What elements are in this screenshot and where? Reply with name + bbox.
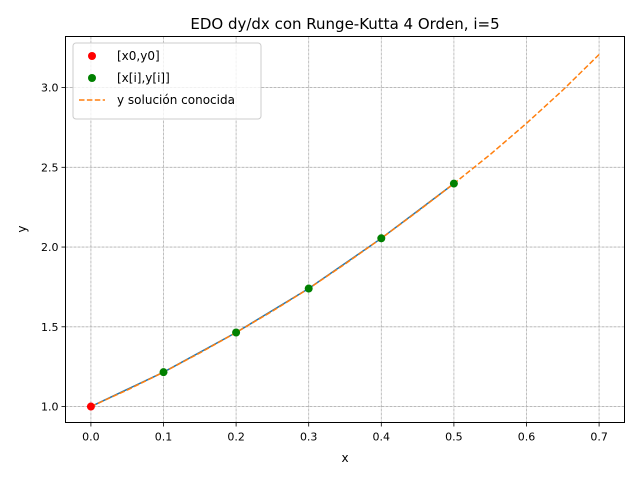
y-tick-label: 1.5	[41, 321, 59, 334]
legend-marker	[88, 52, 96, 60]
data-point	[377, 234, 386, 243]
legend-label: [x0,y0]	[117, 49, 160, 63]
legend-label: y solución conocida	[117, 93, 235, 107]
x-axis-label: x	[341, 451, 348, 465]
x-tick-label: 0.5	[445, 431, 463, 444]
legend-label: [x[i],y[i]]	[117, 71, 170, 85]
y-tick-label: 3.0	[41, 82, 59, 95]
y-tick-label: 1.0	[41, 401, 59, 414]
legend-box	[72, 42, 262, 120]
legend: [x0,y0] [x[i],y[i]] y solución conocida	[72, 42, 262, 120]
y-axis-label: y	[15, 225, 29, 232]
axes-frame	[65, 36, 625, 423]
x-tick-label: 0.3	[300, 431, 318, 444]
plot-area	[86, 53, 600, 411]
axes: 0.0 0.1 0.2 0.3 0.4 0.5 0.6 0.7 1.0 1.5 2.0 2.5 3.0	[41, 82, 608, 444]
x-tick-label: 0.1	[155, 431, 173, 444]
chart-title: EDO dy/dx con Runge-Kutta 4 Orden, i=5	[190, 15, 499, 33]
x-tick-label: 0.4	[373, 431, 391, 444]
x-tick-label: 0.0	[82, 431, 100, 444]
data-point	[449, 179, 458, 188]
data-point	[232, 328, 241, 337]
data-point	[86, 402, 95, 411]
y-tick-label: 2.0	[41, 241, 59, 254]
legend-marker	[88, 74, 96, 82]
x-tick-label: 0.7	[590, 431, 608, 444]
data-point	[304, 284, 313, 293]
x-tick-label: 0.6	[518, 431, 536, 444]
x-tick-label: 0.2	[227, 431, 245, 444]
data-point	[159, 368, 168, 377]
y-tick-label: 2.5	[41, 161, 59, 174]
